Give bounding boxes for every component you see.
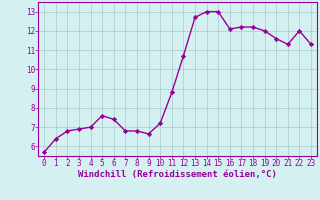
X-axis label: Windchill (Refroidissement éolien,°C): Windchill (Refroidissement éolien,°C) <box>78 170 277 179</box>
